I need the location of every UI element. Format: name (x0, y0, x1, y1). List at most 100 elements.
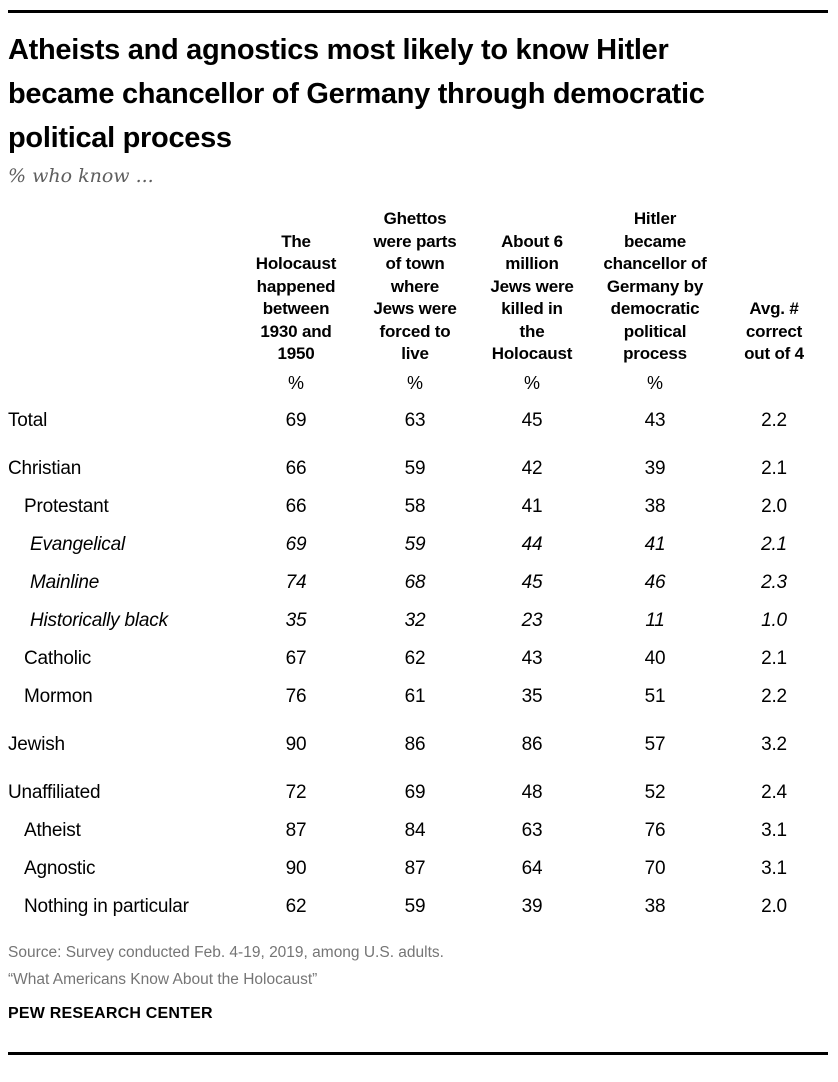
cell-value-col4: 70 (644, 857, 666, 879)
cell-value-col1: 87 (285, 819, 307, 841)
cell-value-col1: 67 (285, 647, 307, 669)
cell-value-col4: 40 (644, 647, 666, 669)
cell-value-col5: 3.2 (761, 733, 787, 755)
table-row: Christian 66 59 42 39 2.1 (8, 450, 828, 488)
cell-value-col3: 63 (521, 819, 543, 841)
cell-value-col1: 69 (285, 533, 307, 555)
brand-pew-research-center: PEW RESEARCH CENTER (8, 1004, 213, 1022)
table-row: Agnostic 90 87 64 70 3.1 (8, 850, 828, 888)
cell-value-col1: 62 (285, 895, 307, 917)
cell-value-col2: 69 (404, 781, 426, 803)
source-line-1: Source: Survey conducted Feb. 4-19, 2019… (8, 943, 444, 961)
chart-title: Atheists and agnostics most likely to kn… (8, 34, 705, 154)
row-label: Agnostic (24, 857, 96, 879)
cell-value-col5: 2.0 (761, 895, 787, 917)
cell-value-col3: 39 (521, 895, 543, 917)
cell-value-col5: 2.4 (761, 781, 787, 803)
table-row: Total 69 63 45 43 2.2 (8, 402, 828, 440)
cell-value-col3: 44 (521, 533, 543, 555)
table-body: Total 69 63 45 43 2.2 Christian 66 59 42 39 2.1 Prot… (8, 402, 828, 926)
cell-value-col2: 59 (404, 533, 426, 555)
cell-value-col1: 66 (285, 495, 307, 517)
unit-spacer (8, 366, 236, 402)
cell-value-col3: 64 (521, 857, 543, 879)
unit-cell-1: % (287, 373, 304, 393)
cell-value-col3: 35 (521, 685, 543, 707)
chart-subtitle: % who know ... (8, 165, 154, 187)
row-label: Unaffiliated (8, 781, 101, 803)
column-header-5: Avg. # correct out of 4 (744, 299, 804, 363)
cell-value-col3: 86 (521, 733, 543, 755)
unit-cell-2: % (406, 373, 423, 393)
cell-value-col2: 59 (404, 457, 426, 479)
spacer-row (8, 440, 828, 450)
spacer-cell (8, 716, 828, 726)
row-label: Historically black (30, 609, 168, 631)
cell-value-col3: 43 (521, 647, 543, 669)
cell-value-col1: 66 (285, 457, 307, 479)
cell-value-col5: 1.0 (761, 609, 787, 631)
cell-value-col3: 45 (521, 571, 543, 593)
column-header-1: The Holocaust happened between 1930 and … (255, 231, 337, 364)
cell-value-col4: 11 (645, 609, 665, 631)
cell-value-col5: 2.3 (761, 571, 787, 593)
spacer-cell (8, 440, 828, 450)
column-header-2: Ghettos were parts of town where Jews we… (373, 209, 457, 363)
cell-value-col1: 90 (285, 857, 307, 879)
cell-value-col5: 2.2 (761, 409, 787, 431)
row-label: Evangelical (30, 533, 125, 555)
table-header: The Holocaust happened between 1930 and … (8, 208, 828, 402)
table-row: Mainline 74 68 45 46 2.3 (8, 564, 828, 602)
cell-value-col4: 52 (644, 781, 666, 803)
cell-value-col1: 35 (285, 609, 307, 631)
column-header-3: About 6 million Jews were killed in the … (490, 231, 574, 364)
cell-value-col5: 2.1 (761, 647, 787, 669)
cell-value-col2: 87 (404, 857, 426, 879)
cell-value-col4: 46 (644, 571, 666, 593)
cell-value-col5: 2.0 (761, 495, 787, 517)
cell-value-col4: 38 (644, 895, 666, 917)
cell-value-col2: 86 (404, 733, 426, 755)
cell-value-col5: 3.1 (761, 857, 787, 879)
cell-value-col1: 69 (285, 409, 307, 431)
cell-value-col5: 2.1 (761, 533, 787, 555)
table-row: Protestant 66 58 41 38 2.0 (8, 488, 828, 526)
row-label: Jewish (8, 733, 65, 755)
table-row: Nothing in particular 62 59 39 38 2.0 (8, 888, 828, 926)
table-row: Mormon 76 61 35 51 2.2 (8, 678, 828, 716)
cell-value-col3: 45 (521, 409, 543, 431)
cell-value-col4: 41 (644, 533, 666, 555)
column-header-row: The Holocaust happened between 1930 and … (8, 208, 828, 366)
spacer-row (8, 764, 828, 774)
table-row: Jewish 90 86 86 57 3.2 (8, 726, 828, 764)
table-row: Evangelical 69 59 44 41 2.1 (8, 526, 828, 564)
table-row: Unaffiliated 72 69 48 52 2.4 (8, 774, 828, 812)
cell-value-col2: 84 (404, 819, 426, 841)
cell-value-col4: 57 (644, 733, 666, 755)
cell-value-col2: 68 (404, 571, 426, 593)
cell-value-col3: 42 (521, 457, 543, 479)
unit-row: %%%% (8, 366, 828, 402)
table-row: Catholic 67 62 43 40 2.1 (8, 640, 828, 678)
row-label: Atheist (24, 819, 81, 841)
cell-value-col4: 51 (644, 685, 666, 707)
cell-value-col1: 74 (285, 571, 307, 593)
cell-value-col2: 63 (404, 409, 426, 431)
cell-value-col3: 41 (521, 495, 543, 517)
cell-value-col4: 39 (644, 457, 666, 479)
cell-value-col4: 43 (644, 409, 666, 431)
pew-table-figure: Atheists and agnostics most likely to kn… (0, 10, 838, 1082)
data-table: The Holocaust happened between 1930 and … (8, 208, 828, 926)
cell-value-col2: 58 (404, 495, 426, 517)
unit-cell-3: % (523, 373, 540, 393)
footer: Source: Survey conducted Feb. 4-19, 2019… (8, 939, 828, 1023)
cell-value-col4: 38 (644, 495, 666, 517)
row-label: Total (8, 409, 48, 431)
cell-value-col2: 61 (404, 685, 426, 707)
source-line-2: “What Americans Know About the Holocaust… (8, 970, 318, 988)
cell-value-col1: 90 (285, 733, 307, 755)
row-label: Protestant (24, 495, 109, 517)
cell-value-col5: 2.2 (761, 685, 787, 707)
cell-value-col2: 59 (404, 895, 426, 917)
cell-value-col5: 2.1 (761, 457, 787, 479)
